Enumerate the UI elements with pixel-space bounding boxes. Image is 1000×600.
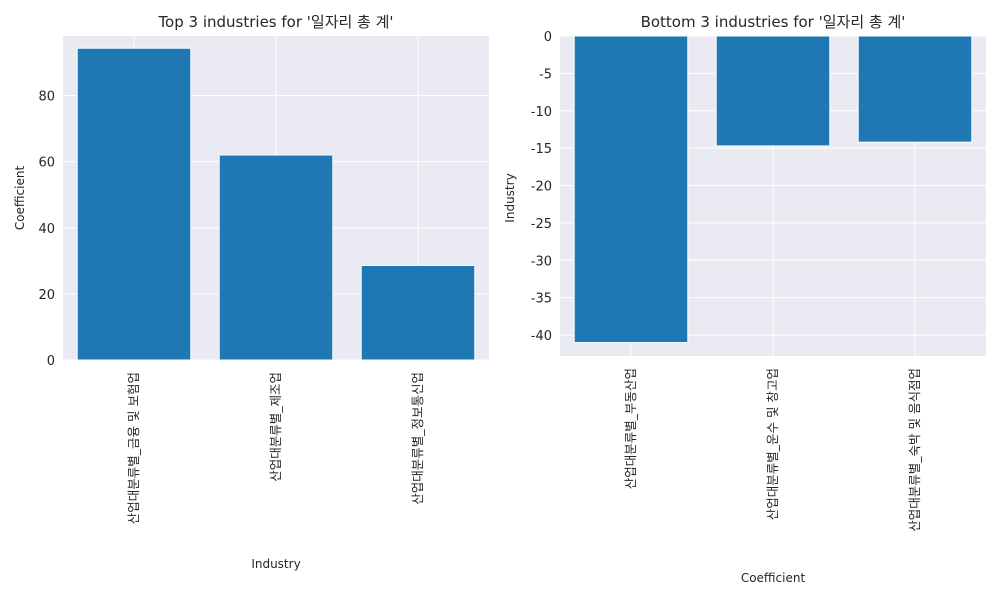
x-tick-label: 산업대분류별_금융 및 보험업 (126, 372, 141, 524)
bar (360, 264, 476, 361)
y-tick-labels: 0 -5 -10 -15 -20 -25 -30 -35 -40 (531, 30, 552, 344)
x-tick-label: 산업대분류별_부동산업 (623, 368, 638, 489)
y-tick-label: -20 (531, 180, 552, 195)
chart-bottom-industries: 0-5-10-15-20-25-30-35-40 산업대분류별_부동산업 산업대분… (503, 13, 986, 585)
y-tick-label: 60 (38, 156, 55, 171)
chart-title: Bottom 3 industries for '일자리 총 계' (641, 13, 906, 31)
y-tick-label: -15 (531, 142, 552, 157)
y-axis-label: Industry (503, 173, 517, 222)
x-axis-label: Coefficient (741, 571, 806, 585)
x-tick-label: 산업대분류별_제조업 (268, 372, 283, 482)
bar (715, 35, 831, 147)
y-tick-label: -10 (531, 105, 552, 120)
y-tick-label: 80 (38, 90, 55, 105)
y-tick-label: 0 (544, 30, 552, 45)
x-tick-labels: 산업대분류별_금융 및 보험업 산업대분류별_제조업 산업대분류별_정보통신업 (126, 372, 425, 524)
y-tick-label: -5 (539, 67, 552, 82)
y-tick-label: -30 (531, 254, 552, 269)
bar (218, 154, 334, 361)
x-tick-label: 산업대분류별_숙박 및 음식점업 (907, 368, 922, 532)
y-tick-label: 40 (38, 222, 55, 237)
y-tick-label: -25 (531, 217, 552, 232)
bars (573, 35, 973, 344)
y-tick-label: -40 (531, 329, 552, 344)
bar (857, 35, 973, 143)
x-tick-label: 산업대분류별_정보통신업 (410, 372, 425, 505)
bar (573, 35, 689, 344)
y-tick-label: -35 (531, 292, 552, 307)
x-tick-labels: 산업대분류별_부동산업 산업대분류별_운수 및 창고업 산업대분류별_숙박 및 음식… (623, 368, 922, 532)
chart-title: Top 3 industries for '일자리 총 계' (157, 13, 393, 31)
x-axis-label: Industry (251, 557, 300, 571)
bar (76, 47, 192, 361)
y-tick-label: 0 (47, 354, 55, 369)
y-tick-label: 20 (38, 288, 55, 303)
bars (76, 47, 476, 361)
x-tick-label: 산업대분류별_운수 및 창고업 (765, 368, 780, 520)
y-axis-label: Coefficient (13, 166, 27, 231)
y-tick-labels: 0 20 40 60 80 (38, 90, 55, 369)
